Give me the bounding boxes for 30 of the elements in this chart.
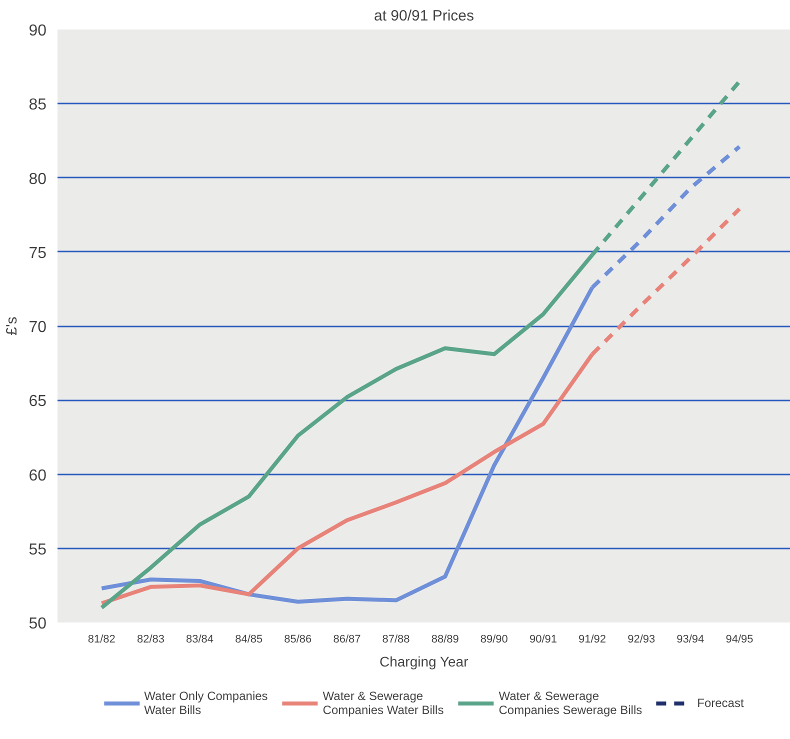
legend-label: Water & Sewerage Companies Water Bills bbox=[322, 689, 444, 717]
x-tick-label: 93/94 bbox=[676, 634, 704, 646]
y-tick-label: 75 bbox=[28, 244, 47, 262]
x-tick-label: 87/88 bbox=[382, 634, 410, 646]
y-tick-label: 80 bbox=[28, 170, 47, 188]
x-tick-label: 85/86 bbox=[284, 634, 312, 646]
x-tick-label: 89/90 bbox=[480, 634, 508, 646]
y-tick-label: 55 bbox=[28, 541, 47, 558]
x-tick-label: 90/91 bbox=[529, 634, 557, 646]
legend-label: Water & Sewerage Companies Sewerage Bills bbox=[498, 689, 642, 717]
y-tick-label: 65 bbox=[28, 393, 47, 410]
x-tick-label: 84/85 bbox=[235, 634, 263, 646]
x-tick-label: 83/84 bbox=[186, 634, 214, 646]
y-tick-label: 60 bbox=[28, 467, 47, 484]
y-tick-label: 85 bbox=[28, 96, 47, 114]
x-tick-label: 86/87 bbox=[333, 634, 361, 646]
x-tick-label: 82/83 bbox=[136, 634, 164, 646]
chart-subtitle: at 90/91 Prices bbox=[374, 8, 474, 24]
x-axis-title: Charging Year bbox=[380, 654, 469, 670]
y-tick-label: 50 bbox=[28, 616, 47, 632]
legend-label: Water Only Companies Water Bills bbox=[144, 689, 268, 717]
x-tick-label: 81/82 bbox=[88, 634, 116, 646]
x-tick-label: 92/93 bbox=[628, 634, 656, 646]
legend-label: Forecast bbox=[697, 696, 744, 710]
x-tick-label: 94/95 bbox=[726, 634, 754, 646]
y-tick-label: 70 bbox=[28, 319, 47, 336]
y-axis-title: £'s bbox=[4, 316, 21, 336]
x-tick-label: 91/92 bbox=[578, 634, 606, 646]
y-tick-label: 90 bbox=[28, 22, 47, 40]
x-tick-label: 88/89 bbox=[431, 634, 459, 646]
